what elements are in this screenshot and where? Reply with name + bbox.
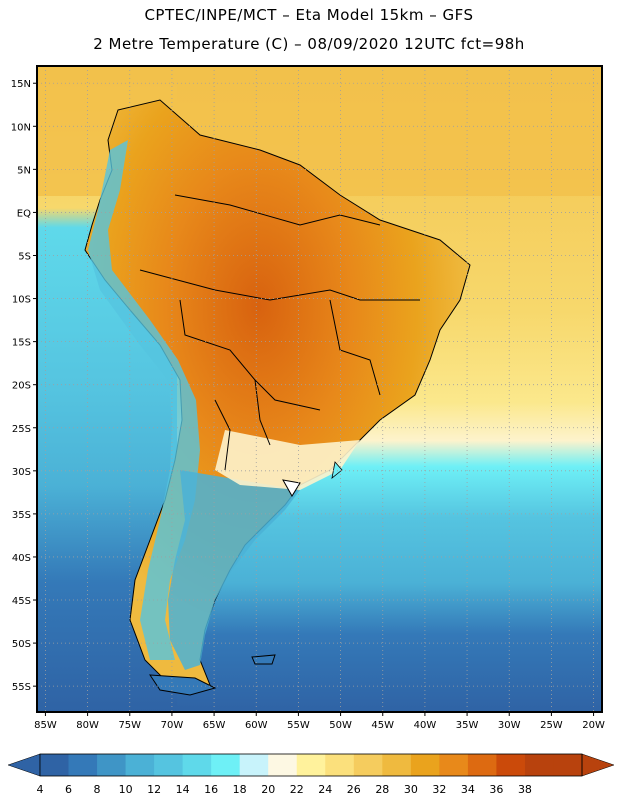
patagonia-cool-area <box>168 470 300 670</box>
southern-cone-mild-area <box>215 430 360 490</box>
lat-tick-label: 10S <box>12 295 31 306</box>
lat-tick-label: EQ <box>17 208 31 219</box>
colorbar-swatch <box>268 754 298 776</box>
map-title-line2: 2 Metre Temperature (C) – 08/09/2020 12U… <box>93 35 525 53</box>
tierra-del-fuego <box>149 674 217 696</box>
lon-tick-label: 20W <box>582 720 605 731</box>
lat-tick-label: 20S <box>12 381 31 392</box>
colorbar-swatch <box>97 754 127 776</box>
colorbar-label: 36 <box>489 783 503 796</box>
colorbar-max-arrow <box>581 753 615 777</box>
colorbar-swatch <box>125 754 155 776</box>
colorbar-swatch <box>296 754 326 776</box>
lon-tick-label: 50W <box>329 720 352 731</box>
colorbar-frame <box>39 753 583 777</box>
colorbar-label: 20 <box>261 783 275 796</box>
lat-tick-label: 40S <box>12 553 31 564</box>
lat-tick-label: 5N <box>17 165 31 176</box>
latitude-axis: 15N 10N 5N EQ 5S 10S 15S 20S 25S 30S 35S 40S 45S 50S 5… <box>11 79 37 693</box>
colorbar-label: 14 <box>176 783 190 796</box>
colorbar-swatch <box>467 754 497 776</box>
colorbar-swatch <box>524 754 554 776</box>
colorbar-label: 22 <box>290 783 304 796</box>
lagoa-dos-patos <box>331 461 343 479</box>
country-borders <box>139 194 420 471</box>
lon-tick-label: 55W <box>287 720 310 731</box>
colorbar-swatch <box>154 754 184 776</box>
lat-tick-label: 10N <box>11 122 31 133</box>
colorbar-min-arrow <box>7 753 41 777</box>
map-title-line1: CPTEC/INPE/MCT – Eta Model 15km – GFS <box>144 6 474 24</box>
colorbar-swatch <box>182 754 212 776</box>
lat-tick-label: 5S <box>18 251 31 262</box>
colorbar-swatch <box>239 754 269 776</box>
colorbar-swatch <box>353 754 383 776</box>
lon-tick-label: 65W <box>203 720 226 731</box>
colorbar-swatch <box>410 754 440 776</box>
colorbar-label: 28 <box>375 783 389 796</box>
colorbar-swatch <box>325 754 355 776</box>
lon-tick-label: 85W <box>34 720 57 731</box>
colorbar-swatch <box>553 754 583 776</box>
rio-de-la-plata <box>282 479 301 497</box>
colorbar-label: 26 <box>347 783 361 796</box>
lon-tick-label: 25W <box>540 720 563 731</box>
lon-tick-label: 40W <box>414 720 437 731</box>
lat-tick-label: 25S <box>12 424 31 435</box>
colorbar-swatch <box>439 754 469 776</box>
lon-tick-label: 80W <box>76 720 99 731</box>
lat-tick-label: 15S <box>12 338 31 349</box>
temperature-field <box>37 66 602 712</box>
colorbar-swatch <box>382 754 412 776</box>
lon-tick-label: 45W <box>371 720 394 731</box>
colorbar-label: 34 <box>461 783 475 796</box>
colorbar-label: 10 <box>119 783 133 796</box>
lat-tick-label: 45S <box>12 596 31 607</box>
colorbar: 4 6 8 10 12 14 16 18 20 22 24 26 28 30 32 34 36 38 <box>7 753 615 796</box>
colorbar-swatch <box>40 754 70 776</box>
colorbar-label: 16 <box>204 783 218 796</box>
colorbar-label: 38 <box>518 783 532 796</box>
lat-tick-label: 55S <box>12 682 31 693</box>
lon-tick-label: 30W <box>498 720 521 731</box>
colorbar-label: 32 <box>432 783 446 796</box>
colorbar-swatch <box>68 754 98 776</box>
colorbar-label: 12 <box>147 783 161 796</box>
colorbar-label: 24 <box>318 783 332 796</box>
lat-tick-label: 50S <box>12 639 31 650</box>
lat-tick-label: 35S <box>12 510 31 521</box>
colorbar-label: 8 <box>94 783 101 796</box>
longitude-axis: 85W 80W 75W 70W 65W 60W 55W 50W 45W 40W 35W 30W 25W 2… <box>34 712 605 731</box>
lat-tick-label: 15N <box>11 79 31 90</box>
falkland-islands <box>251 654 276 665</box>
lat-tick-label: 30S <box>12 467 31 478</box>
colorbar-label: 4 <box>37 783 44 796</box>
map-frame <box>36 65 603 713</box>
colorbar-swatch <box>211 754 241 776</box>
colorbar-label: 30 <box>404 783 418 796</box>
colorbar-swatch <box>496 754 526 776</box>
colorbar-label: 6 <box>65 783 72 796</box>
lon-tick-label: 75W <box>118 720 141 731</box>
lon-tick-label: 35W <box>456 720 479 731</box>
lon-tick-label: 70W <box>161 720 184 731</box>
colorbar-label: 18 <box>233 783 247 796</box>
lon-tick-label: 60W <box>245 720 268 731</box>
